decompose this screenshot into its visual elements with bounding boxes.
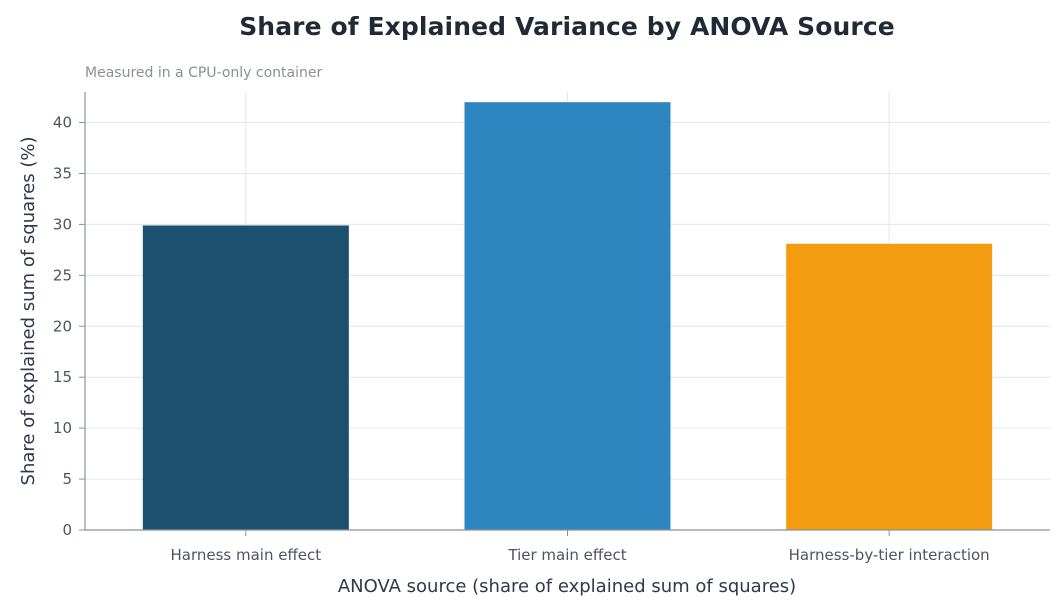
y-tick-label: 35: [53, 164, 72, 182]
x-tick-label: Harness main effect: [170, 546, 321, 564]
x-axis-title: ANOVA source (share of explained sum of …: [338, 576, 796, 597]
y-tick-label: 5: [62, 470, 72, 488]
ticks: 0 5 10 15 20 25 30 35 40 Harness main effect Tier …: [53, 114, 990, 564]
y-tick-label: 25: [53, 266, 72, 284]
x-tick-label: Harness-by-tier interaction: [789, 546, 990, 564]
y-tick-label: 40: [53, 114, 72, 132]
y-axis-title: Share of explained sum of squares (%): [18, 137, 39, 486]
bars: [142, 102, 993, 531]
chart-title: Share of Explained Variance by ANOVA Sou…: [239, 12, 895, 41]
y-tick-label: 15: [53, 368, 72, 386]
x-tick-label: Tier main effect: [507, 546, 626, 564]
chart-subtitle: Measured in a CPU-only container: [85, 65, 323, 81]
bar: [786, 243, 993, 530]
bar: [464, 102, 671, 531]
bar: [142, 225, 349, 531]
y-tick-label: 20: [53, 317, 72, 335]
y-tick-label: 0: [62, 521, 72, 539]
y-tick-label: 30: [53, 215, 72, 233]
y-tick-label: 10: [53, 419, 72, 437]
